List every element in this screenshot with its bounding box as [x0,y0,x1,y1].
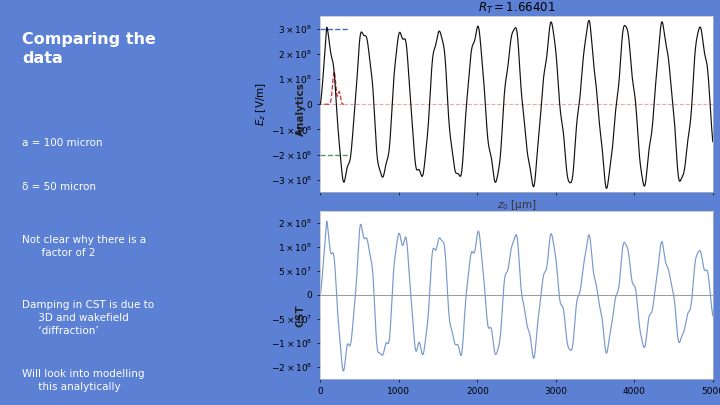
Text: Will look into modelling
     this analytically: Will look into modelling this analytical… [22,369,145,392]
Text: CST: CST [296,305,305,327]
Title: $R_T = 1.66401$: $R_T = 1.66401$ [478,1,555,16]
Text: Comparing the
data: Comparing the data [22,32,156,66]
Text: $z_0$ [μm]: $z_0$ [μm] [497,198,537,211]
Text: Not clear why there is a
      factor of 2: Not clear why there is a factor of 2 [22,235,147,258]
Text: δ = 50 micron: δ = 50 micron [22,182,96,192]
Text: a = 100 micron: a = 100 micron [22,138,103,148]
Text: Analytics: Analytics [296,82,305,136]
Y-axis label: $E_z$ [V/m]: $E_z$ [V/m] [254,82,268,126]
Text: Damping in CST is due to
     3D and wakefield
     ‘diffraction’: Damping in CST is due to 3D and wakefiel… [22,300,155,336]
